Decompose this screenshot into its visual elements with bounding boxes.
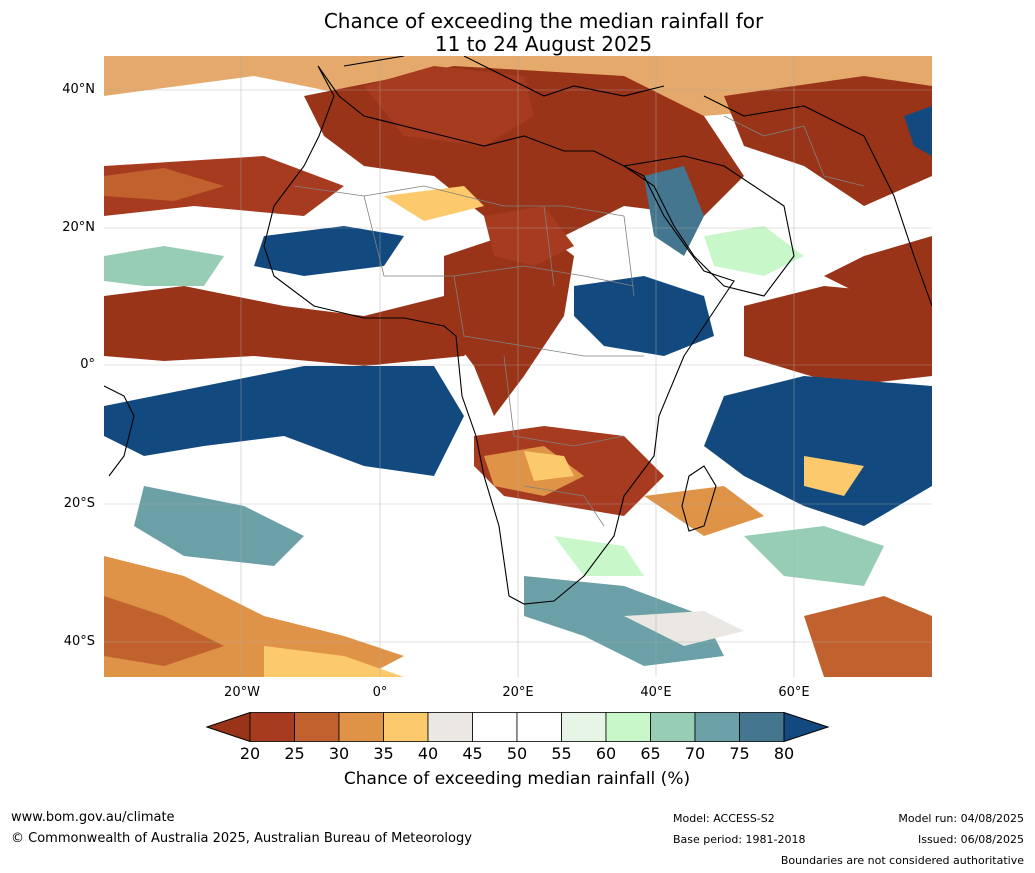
country-borders (293, 115, 865, 527)
colorbar-segment (383, 712, 429, 742)
colorbar-segment (561, 712, 607, 742)
lon-label-0: 0° (372, 685, 388, 700)
colorbar-segment (694, 712, 740, 742)
lat-label-40s: 40°S (63, 634, 95, 649)
map-title: Chance of exceeding the median rainfall … (0, 10, 1035, 56)
lat-label-20n: 20°N (62, 220, 95, 235)
colorbar-tick-label: 45 (462, 744, 483, 763)
lon-label-20w: 20°W (224, 685, 260, 700)
colorbar-label: Chance of exceeding median rainfall (%) (343, 769, 691, 789)
footer-base-period: Base period: 1981-2018 (673, 833, 806, 846)
colorbar-tick-label: 20 (239, 744, 261, 763)
footer-website: www.bom.gov.au/climate (11, 810, 175, 825)
lon-label-60e: 60°E (778, 685, 810, 700)
footer-copyright: © Commonwealth of Australia 2025, Austra… (11, 831, 472, 846)
colorbar-segment (427, 712, 473, 742)
map-canvas (104, 56, 932, 677)
colorbar-segment (650, 712, 696, 742)
coastlines (104, 56, 932, 605)
title-line-2: 11 to 24 August 2025 (434, 32, 653, 56)
footer-model-run: Model run: 04/08/2025 (898, 812, 1024, 825)
colorbar-segment (249, 712, 295, 742)
colorbar-tick-label: 65 (640, 744, 661, 763)
colorbar-segment (472, 712, 518, 742)
colorbar-tick-label: 70 (684, 744, 706, 763)
lat-label-20s: 20°S (63, 496, 95, 511)
lat-label-40n: 40°N (62, 82, 95, 97)
colorbar-tick-label: 50 (506, 744, 528, 763)
colorbar-segment (739, 712, 785, 742)
rainfall-field (104, 56, 932, 677)
colorbar-tick-label: 25 (284, 744, 305, 763)
footer-issued: Issued: 06/08/2025 (917, 833, 1024, 846)
colorbar-segment (294, 712, 340, 742)
colorbar-segment (605, 712, 651, 742)
lon-label-40e: 40°E (640, 685, 672, 700)
colorbar-extend-low (206, 712, 251, 742)
footer-disclaimer: Boundaries are not considered authoritat… (780, 854, 1024, 867)
colorbar-tick-label: 55 (551, 744, 572, 763)
colorbar-tick-label: 80 (773, 744, 795, 763)
colorbar-tick-label: 75 (729, 744, 750, 763)
colorbar-segment (338, 712, 384, 742)
colorbar-segment (516, 712, 562, 742)
colorbar-tick-label: 40 (417, 744, 439, 763)
colorbar-extend-high (783, 712, 830, 742)
graticule (104, 56, 932, 677)
colorbar-tick-label: 30 (328, 744, 350, 763)
rainfall-map (104, 56, 932, 677)
lat-label-0: 0° (80, 357, 95, 372)
lon-label-20e: 20°E (502, 685, 534, 700)
footer-model: Model: ACCESS-S2 (673, 812, 775, 825)
colorbar-tick-label: 35 (373, 744, 394, 763)
title-line-1: Chance of exceeding the median rainfall … (323, 9, 764, 33)
colorbar-tick-label: 60 (595, 744, 617, 763)
colorbar (206, 712, 830, 742)
